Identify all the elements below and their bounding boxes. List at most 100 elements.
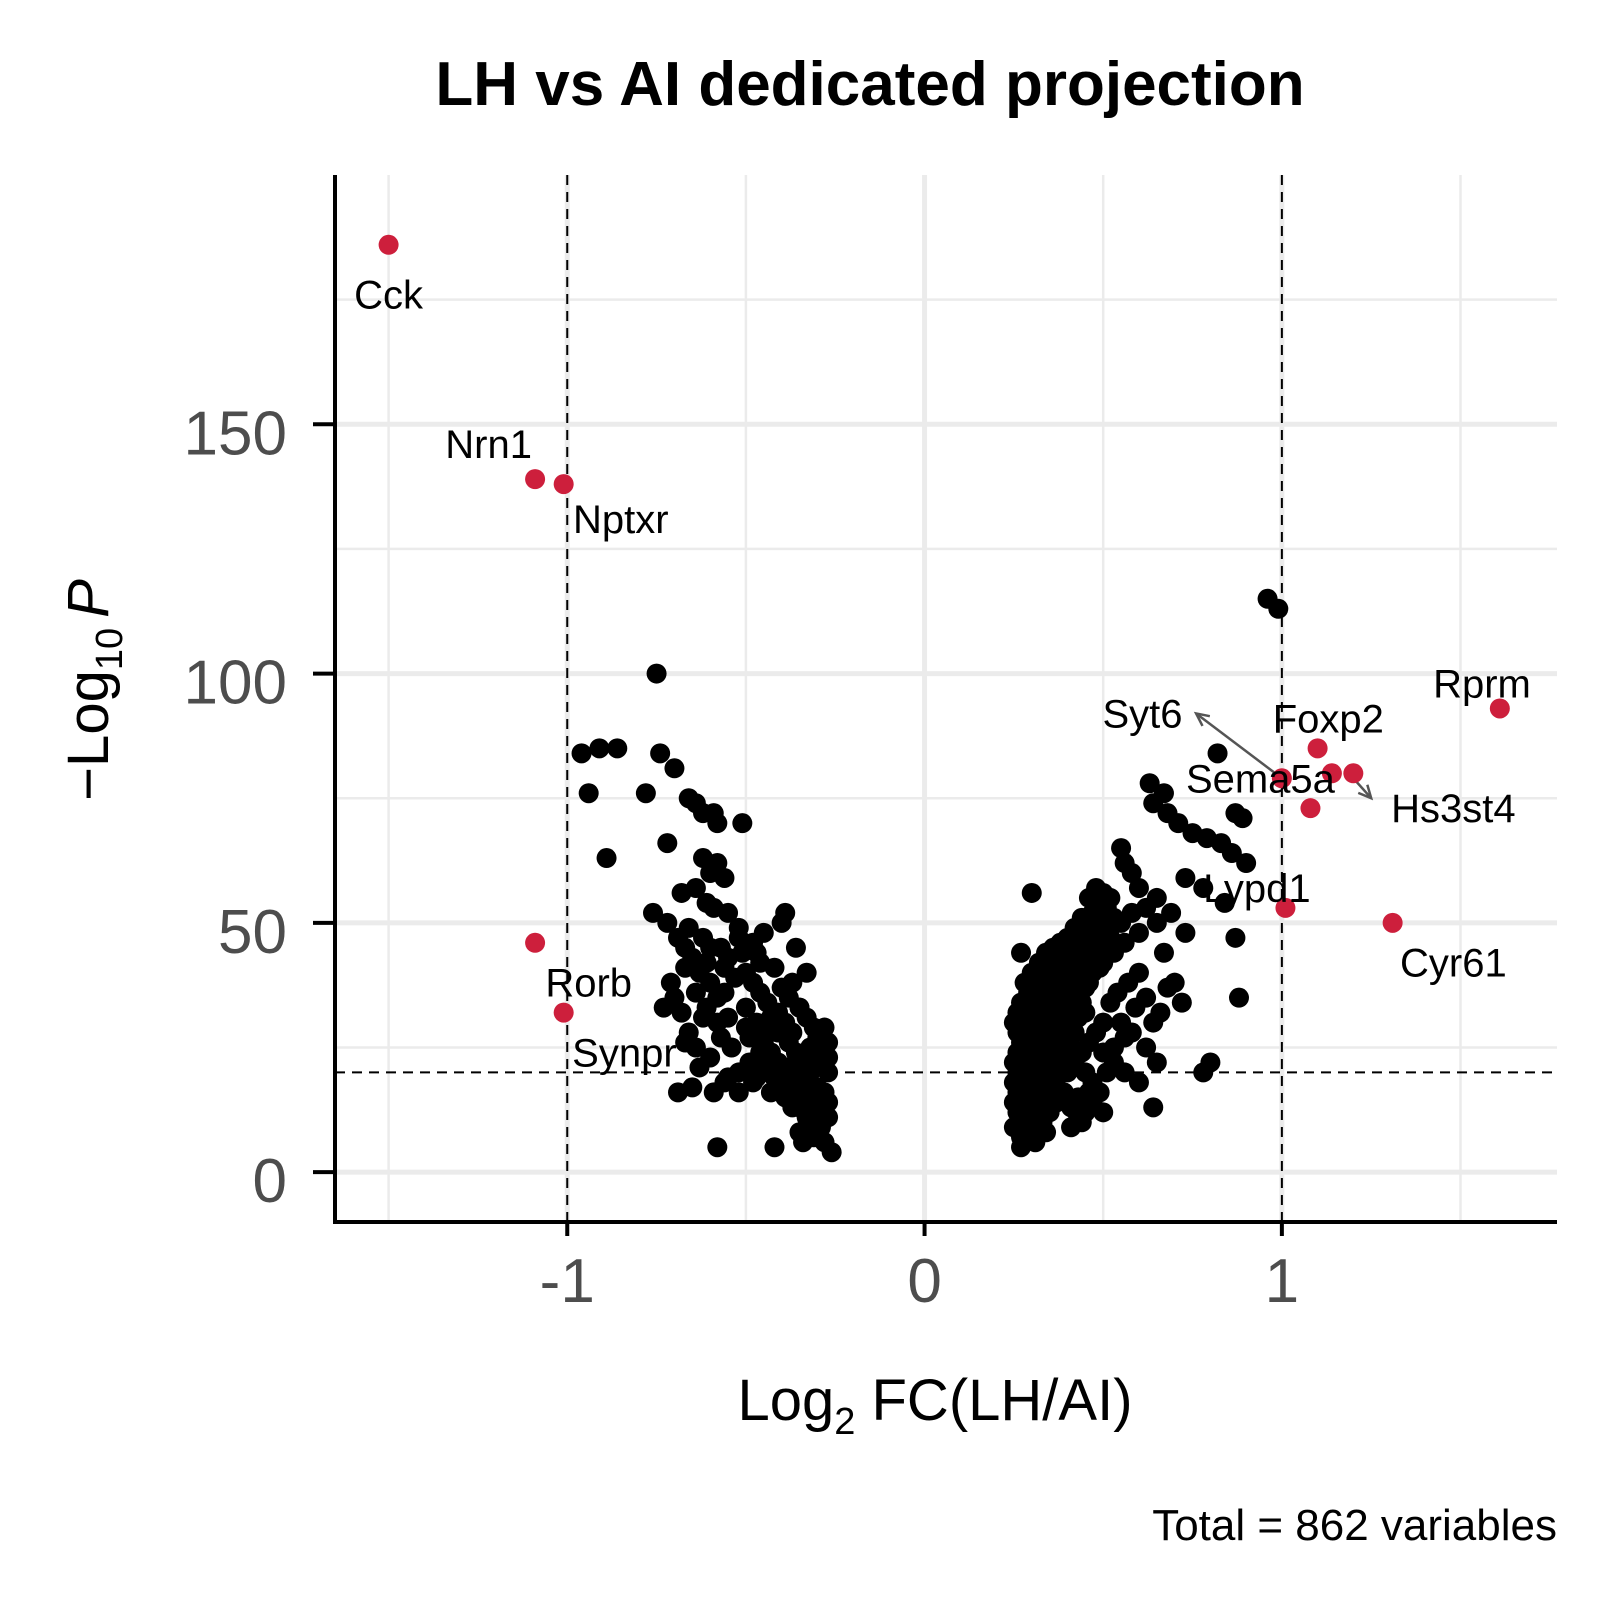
data-point [635,783,656,804]
data-point [1021,882,1042,903]
data-point [646,663,667,684]
data-point [571,743,592,764]
data-point [768,1022,789,1043]
data-point [675,1032,696,1053]
highlighted-point [1382,912,1403,933]
data-point [1228,987,1249,1008]
highlighted-point [378,234,399,255]
data-point [1214,892,1235,913]
gene-label: Foxp2 [1273,697,1384,741]
gene-label: Nptxr [573,498,669,542]
data-point [1103,1037,1124,1058]
x-title-base: Log [737,1368,834,1433]
gene-label: Cyr61 [1400,942,1507,986]
x-axis-title: Log2 FC(LH/AI) [737,1368,1132,1443]
data-point [696,952,717,973]
y-tick-label: 150 [184,399,287,468]
data-point [1153,942,1174,963]
data-point [718,1007,739,1028]
y-tick-label: 50 [218,898,287,967]
highlighted-point [1300,798,1321,819]
data-point [707,813,728,834]
highlighted-point [1271,768,1292,789]
data-point [743,1072,764,1093]
gene-label: Cck [354,274,424,318]
gene-label: Sema5a [1186,757,1336,801]
tick-labels: -1 0 1 0 50 100 150 [184,399,1300,1316]
gene-label: Rprm [1433,663,1531,707]
data-point [1221,843,1242,864]
data-point [796,962,817,983]
data-point [714,957,735,978]
data-point [1171,992,1192,1013]
data-point [710,1027,731,1048]
data-point [753,1057,774,1078]
data-point [1125,997,1146,1018]
x-tick-label: 1 [1265,1247,1299,1316]
data-point [1078,972,1099,993]
point-labels: Cck Nrn1 Nptxr Rorb Synpr Rprm Foxp2 Syt6Sema5a… [354,274,1531,1076]
gene-label: Rorb [545,962,632,1006]
data-point [1075,1002,1096,1023]
data-point [785,937,806,958]
data-point [643,902,664,923]
data-point [1111,838,1132,859]
data-point [1200,1052,1221,1073]
y-title-prefix: −Log [56,670,121,801]
highlighted-point [525,932,546,953]
data-point [707,1137,728,1158]
data-point [1146,1052,1167,1073]
data-point [760,1007,781,1028]
data-point [707,853,728,874]
data-point [1225,927,1246,948]
gene-label: Hs3st4 [1391,787,1516,831]
data-point [714,867,735,888]
data-points [571,588,1289,1163]
data-point [750,1042,771,1063]
y-tick-label: 100 [184,649,287,718]
data-point [1193,877,1214,898]
data-point [1168,813,1189,834]
data-point [1128,922,1149,943]
data-point [1011,942,1032,963]
x-tick-label: -1 [540,1247,595,1316]
data-point [596,848,617,869]
data-point [818,1107,839,1128]
axes [313,175,1557,1236]
data-point [785,1052,806,1073]
connector-arrowhead [1193,711,1211,727]
data-point [653,997,674,1018]
highlighted-point [1275,897,1296,918]
data-point [728,917,749,938]
data-point [732,813,753,834]
data-point [775,1077,796,1098]
data-point [1100,992,1121,1013]
gene-label: Synpr [572,1031,677,1075]
data-point [1161,902,1182,923]
label-connector [1195,712,1283,780]
data-point [1128,877,1149,898]
data-point [668,927,689,948]
data-point [660,972,681,993]
data-point [675,957,696,978]
highlighted-point [1343,763,1364,784]
data-point [764,1137,785,1158]
data-point [703,1082,724,1103]
data-point [1236,853,1257,874]
data-point [1011,1127,1032,1148]
data-point [650,743,671,764]
data-point [1157,977,1178,998]
data-point [1232,808,1253,829]
data-point [796,1082,817,1103]
highlighted-point [553,474,574,495]
chart-title: LH vs AI dedicated projection [435,50,1304,119]
data-point [1064,1022,1085,1043]
data-point [753,922,774,943]
gene-label: Nrn1 [445,423,532,467]
data-point [718,902,739,923]
data-point [728,1082,749,1103]
data-point [746,942,767,963]
x-title-rest: FC(LH/AI) [855,1368,1132,1433]
connector-arrowhead [1357,784,1374,801]
